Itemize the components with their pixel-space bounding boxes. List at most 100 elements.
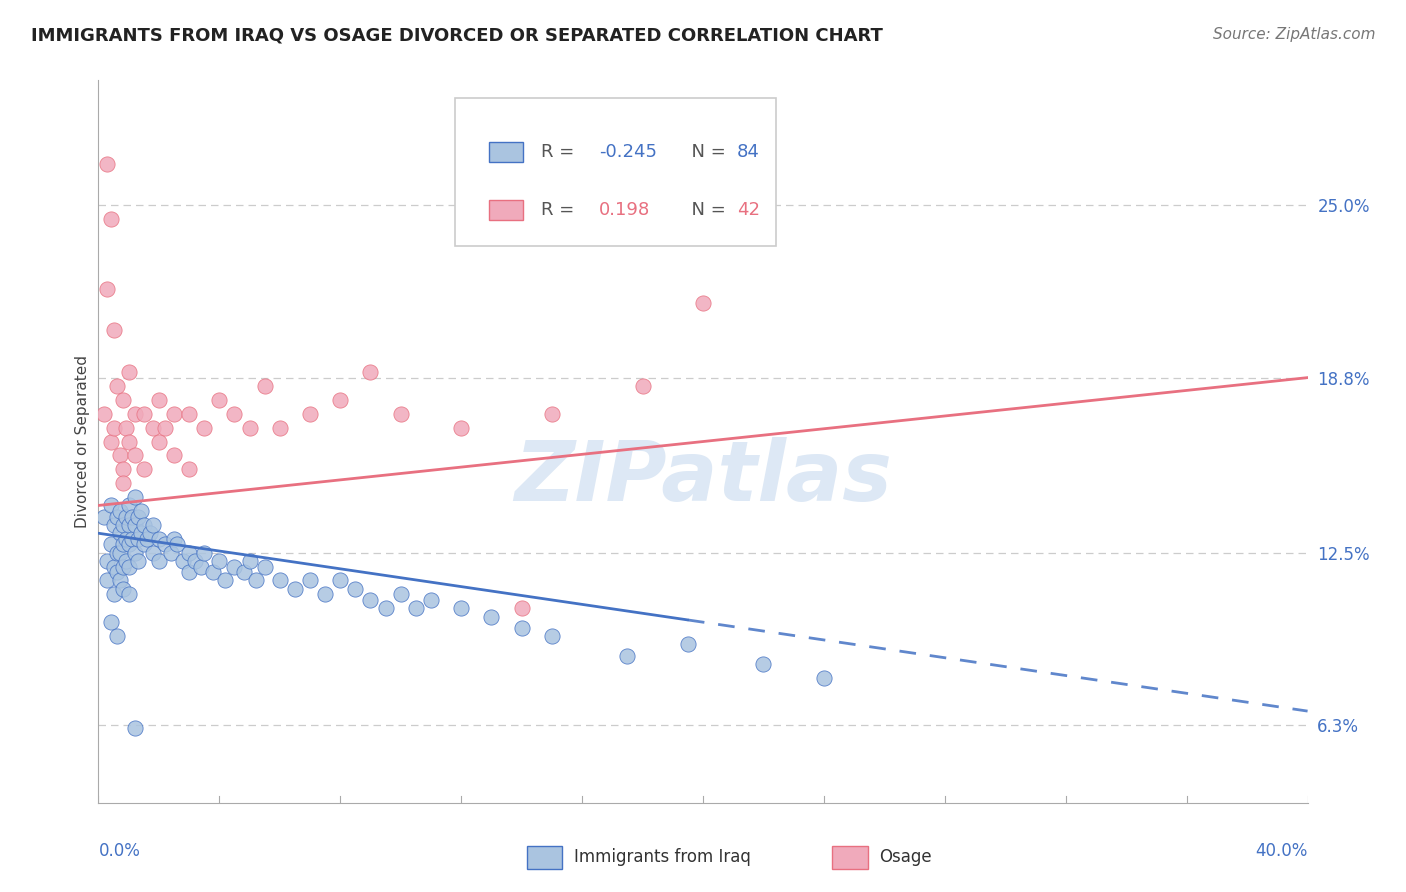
Point [299,574,322,588]
Point [148,554,170,568]
Point [118,537,141,551]
Point [127,554,149,568]
Point [124,546,146,560]
Text: 0.198: 0.198 [599,201,650,219]
Point [121,532,143,546]
Point [127,532,149,546]
Text: IMMIGRANTS FROM IRAQ VS OSAGE DIVORCED OR SEPARATED CORRELATION CHART: IMMIGRANTS FROM IRAQ VS OSAGE DIVORCED O… [31,27,883,45]
Point [450,601,472,615]
Point [224,407,246,421]
Point [184,554,207,568]
Text: N =: N = [681,201,731,219]
Point [132,517,155,532]
Point [510,601,533,615]
Point [96,282,118,296]
Point [179,565,201,579]
Point [124,721,146,735]
Point [100,434,122,449]
Point [142,420,165,434]
Point [132,407,155,421]
Point [208,554,231,568]
Point [111,559,134,574]
Point [96,156,118,170]
Point [103,517,125,532]
Point [111,462,134,476]
Point [148,434,170,449]
Point [269,420,291,434]
Point [208,392,231,407]
Point [481,609,503,624]
Point [96,554,118,568]
Point [389,407,412,421]
Point [124,517,146,532]
Point [139,526,162,541]
Point [314,587,336,601]
Point [160,546,183,560]
Text: 84: 84 [737,144,759,161]
Point [93,509,115,524]
Point [111,392,134,407]
Point [163,407,186,421]
Point [329,392,352,407]
Point [166,537,188,551]
Point [103,587,125,601]
Point [132,537,155,551]
Point [108,526,131,541]
Point [360,365,382,379]
Point [108,449,131,463]
Text: Osage: Osage [879,848,931,866]
Point [129,504,152,518]
Text: Source: ZipAtlas.com: Source: ZipAtlas.com [1212,27,1375,42]
Point [163,449,186,463]
Point [118,587,141,601]
Point [239,554,262,568]
Point [118,365,141,379]
Point [510,621,533,635]
Point [93,407,115,421]
Y-axis label: Divorced or Separated: Divorced or Separated [75,355,90,528]
Point [96,574,118,588]
Text: Immigrants from Iraq: Immigrants from Iraq [574,848,751,866]
Point [127,509,149,524]
Text: -0.245: -0.245 [599,144,657,161]
Point [692,295,714,310]
Point [114,509,136,524]
Point [202,565,225,579]
Point [299,407,322,421]
Text: R =: R = [541,201,579,219]
Point [374,601,396,615]
Point [329,574,352,588]
Point [132,462,155,476]
Point [153,420,176,434]
Text: 0.0%: 0.0% [98,842,141,860]
Text: R =: R = [541,144,579,161]
Point [114,420,136,434]
Point [100,615,122,630]
Point [142,517,165,532]
Point [540,407,562,421]
Point [118,499,141,513]
Point [193,420,215,434]
Point [103,559,125,574]
Point [148,532,170,546]
Point [100,537,122,551]
Text: 40.0%: 40.0% [1256,842,1308,860]
Point [163,532,186,546]
Text: 42: 42 [737,201,759,219]
Point [224,559,246,574]
Point [239,420,262,434]
Point [105,546,128,560]
Point [190,559,212,574]
Point [124,407,146,421]
Point [193,546,215,560]
Point [108,504,131,518]
Point [103,420,125,434]
Text: ZIPatlas: ZIPatlas [515,437,891,518]
FancyBboxPatch shape [456,98,776,246]
Point [813,671,835,685]
Point [179,546,201,560]
Point [450,420,472,434]
Point [108,574,131,588]
Point [253,379,276,393]
Point [179,407,201,421]
